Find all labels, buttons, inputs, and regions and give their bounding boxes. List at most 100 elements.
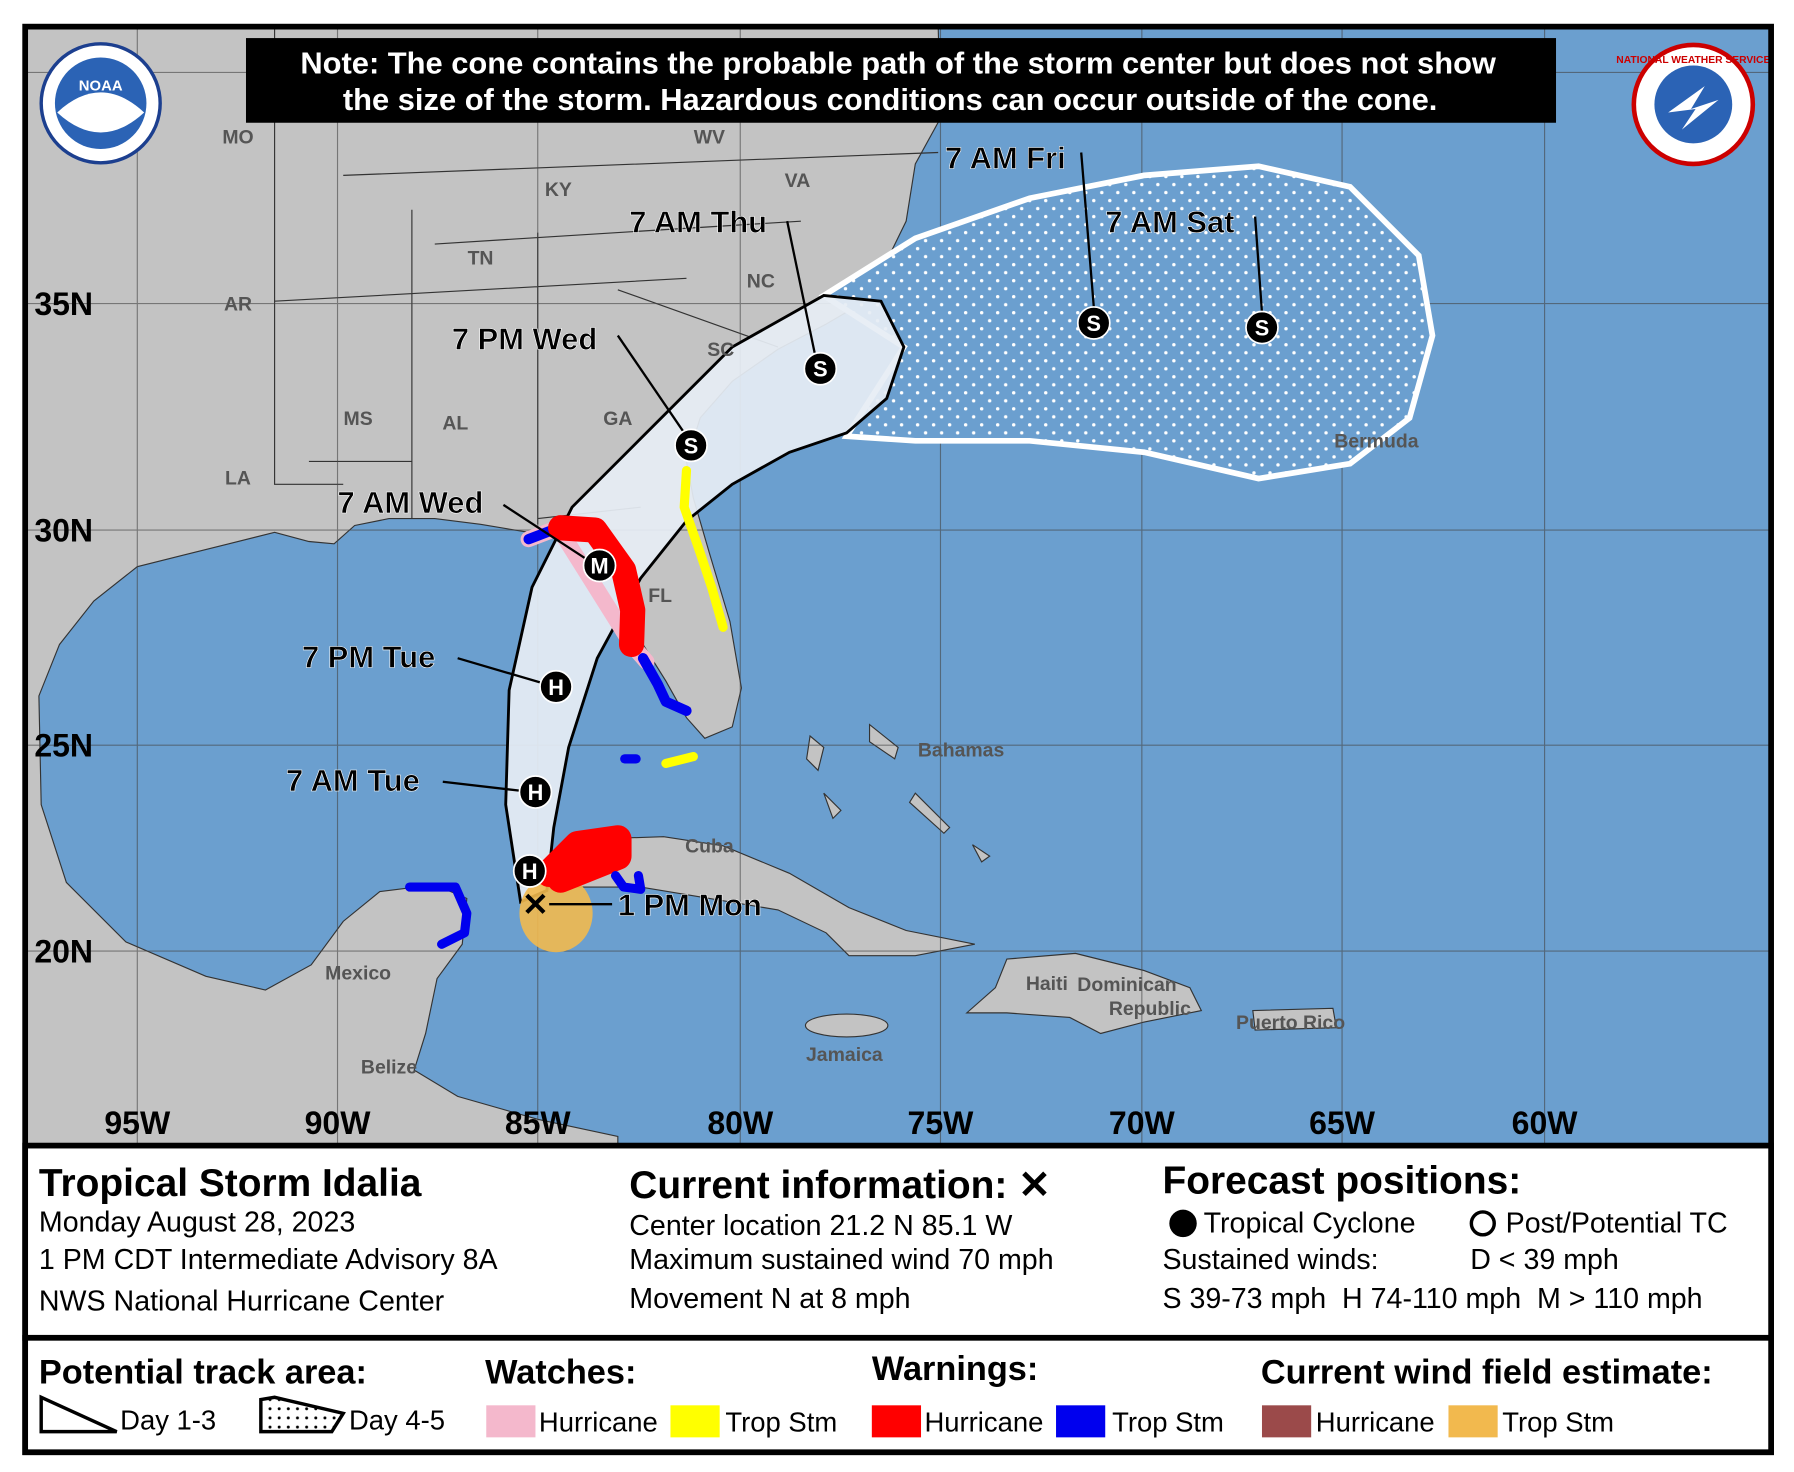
place-label: GA (603, 408, 632, 430)
lon-label: 70W (1109, 1105, 1176, 1141)
hurricane-watch-swatch (486, 1405, 536, 1438)
issuing-center: NWS National Hurricane Center (39, 1285, 445, 1317)
lat-label: 30N (34, 512, 93, 548)
place-label: Belize (361, 1057, 417, 1079)
place-label: AR (224, 293, 252, 315)
forecast-point: S (803, 351, 838, 386)
forecast-title: Forecast positions: (1162, 1160, 1521, 1203)
forecast-point: H (518, 775, 553, 809)
place-label: TN (468, 248, 494, 270)
forecast-point: M (582, 548, 617, 583)
note-box (245, 38, 1557, 123)
forecast-point-marker (518, 775, 553, 809)
tc-label: Tropical Cyclone (1204, 1208, 1416, 1240)
forecast-time-label: 7 AM Sat (1105, 205, 1234, 240)
forecast-point-category: S (813, 357, 827, 382)
day-1-3-swatch-icon (39, 1394, 118, 1434)
current-info-title: Current information: ✕ (629, 1164, 1050, 1207)
svg-text:NOAA: NOAA (79, 79, 123, 95)
current-position-marker: ✕ (522, 887, 549, 923)
post-tc-circle-icon (1469, 1210, 1496, 1237)
leader-line (616, 334, 686, 434)
day-1-3-label: Day 1-3 (120, 1404, 216, 1435)
forecast-point-marker (539, 669, 573, 704)
wind-field-title: Current wind field estimate: (1261, 1354, 1713, 1392)
forecast-time-label: 7 PM Wed (452, 321, 597, 356)
lon-label: 65W (1309, 1105, 1376, 1141)
place-label: Puerto Rico (1236, 1012, 1345, 1034)
d-category: D < 39 mph (1470, 1244, 1619, 1276)
lon-label: 60W (1512, 1105, 1579, 1141)
watches-title: Watches: (485, 1354, 636, 1392)
trop-stm-watch-swatch (670, 1405, 720, 1438)
note-line-1: Note: The cone contains the probable pat… (300, 46, 1497, 81)
forecast-point-marker (674, 428, 708, 463)
forecast-point-category: M (590, 554, 608, 579)
hurricane-warning-label: Hurricane (924, 1407, 1043, 1438)
forecast-point-marker (512, 854, 547, 888)
current-information: Current information: ✕ Center location 2… (629, 1164, 1053, 1315)
advisory-date: Monday August 28, 2023 (39, 1206, 355, 1238)
post-tc-label: Post/Potential TC (1506, 1208, 1728, 1240)
lon-label: 85W (505, 1105, 572, 1141)
track-area-title: Potential track area: (39, 1354, 367, 1392)
place-label: Republic (1109, 998, 1191, 1020)
trop-stm-watch-label: Trop Stm (725, 1407, 837, 1438)
hurricane-watch-label: Hurricane (539, 1407, 658, 1438)
forecast-positions-key: Forecast positions: Tropical Cyclone Pos… (1162, 1160, 1727, 1315)
place-label: LA (225, 467, 251, 489)
tropical-cyclone-dot-icon (1169, 1209, 1197, 1238)
lon-label: 90W (305, 1105, 372, 1141)
nws-logo: NATIONAL WEATHER SERVICE (1616, 42, 1769, 167)
place-label: MS (344, 408, 373, 430)
place-label: Cuba (685, 836, 734, 858)
puerto-rico (1252, 1007, 1338, 1031)
sustained-winds-label: Sustained winds: (1162, 1244, 1378, 1276)
place-label: AL (442, 412, 468, 434)
movement: Movement N at 8 mph (629, 1283, 910, 1315)
leader-line (1080, 152, 1095, 308)
lat-lon-grid (27, 28, 1769, 1146)
lat-label: 25N (34, 728, 93, 764)
forecast-point-marker (1245, 310, 1279, 345)
cone-day-4-5 (818, 163, 1436, 482)
forecast-point-category: H (528, 780, 544, 805)
place-label: VA (785, 170, 811, 192)
leader-line (786, 220, 816, 353)
warnings (405, 465, 728, 949)
forecast-time-label: 7 AM Fri (945, 141, 1066, 176)
place-label: NC (747, 271, 775, 293)
place-label: KY (545, 179, 572, 201)
forecast-point-marker (803, 351, 838, 386)
max-wind: Maximum sustained wind 70 mph (629, 1244, 1053, 1276)
wind-trop-stm-swatch (1448, 1405, 1498, 1438)
legend: Potential track area: Day 1-3 Day 4-5 Wa… (39, 1350, 1713, 1437)
leader-line (1253, 216, 1264, 313)
hispaniola (965, 952, 1203, 1035)
day-4-5-swatch-icon (259, 1395, 346, 1434)
info-panel (22, 1142, 1774, 1341)
forecast-point-category: S (684, 433, 698, 458)
forecast-point: S (1245, 310, 1279, 345)
forecast-point-marker (1076, 306, 1111, 340)
wind-trop-stm-label: Trop Stm (1502, 1407, 1614, 1438)
cone-day-1-3 (504, 294, 906, 904)
wind-field-trop-stm (519, 874, 593, 953)
forecast-point-marker (582, 548, 617, 583)
axis-labels: 35N 30N 25N 20N 95W 90W 85W 80W 75W 70W 65W 60W (34, 286, 1578, 1141)
noaa-logo: NOAA (39, 42, 162, 165)
place-label: SC (707, 339, 734, 361)
place-label: Jamaica (806, 1044, 883, 1066)
shm-categories: S 39-73 mph H 74-110 mph M > 110 mph (1162, 1283, 1702, 1315)
wind-hurricane-swatch (1261, 1405, 1312, 1438)
note-line-2: the size of the storm. Hazardous conditi… (343, 82, 1438, 117)
lat-label: 35N (34, 286, 93, 322)
place-label: Bermuda (1334, 431, 1418, 453)
place-label: WV (694, 126, 725, 148)
warnings-title: Warnings: (872, 1350, 1038, 1388)
place-label: Bahamas (918, 740, 1005, 762)
storm-title: Tropical Storm Idalia (39, 1162, 422, 1205)
